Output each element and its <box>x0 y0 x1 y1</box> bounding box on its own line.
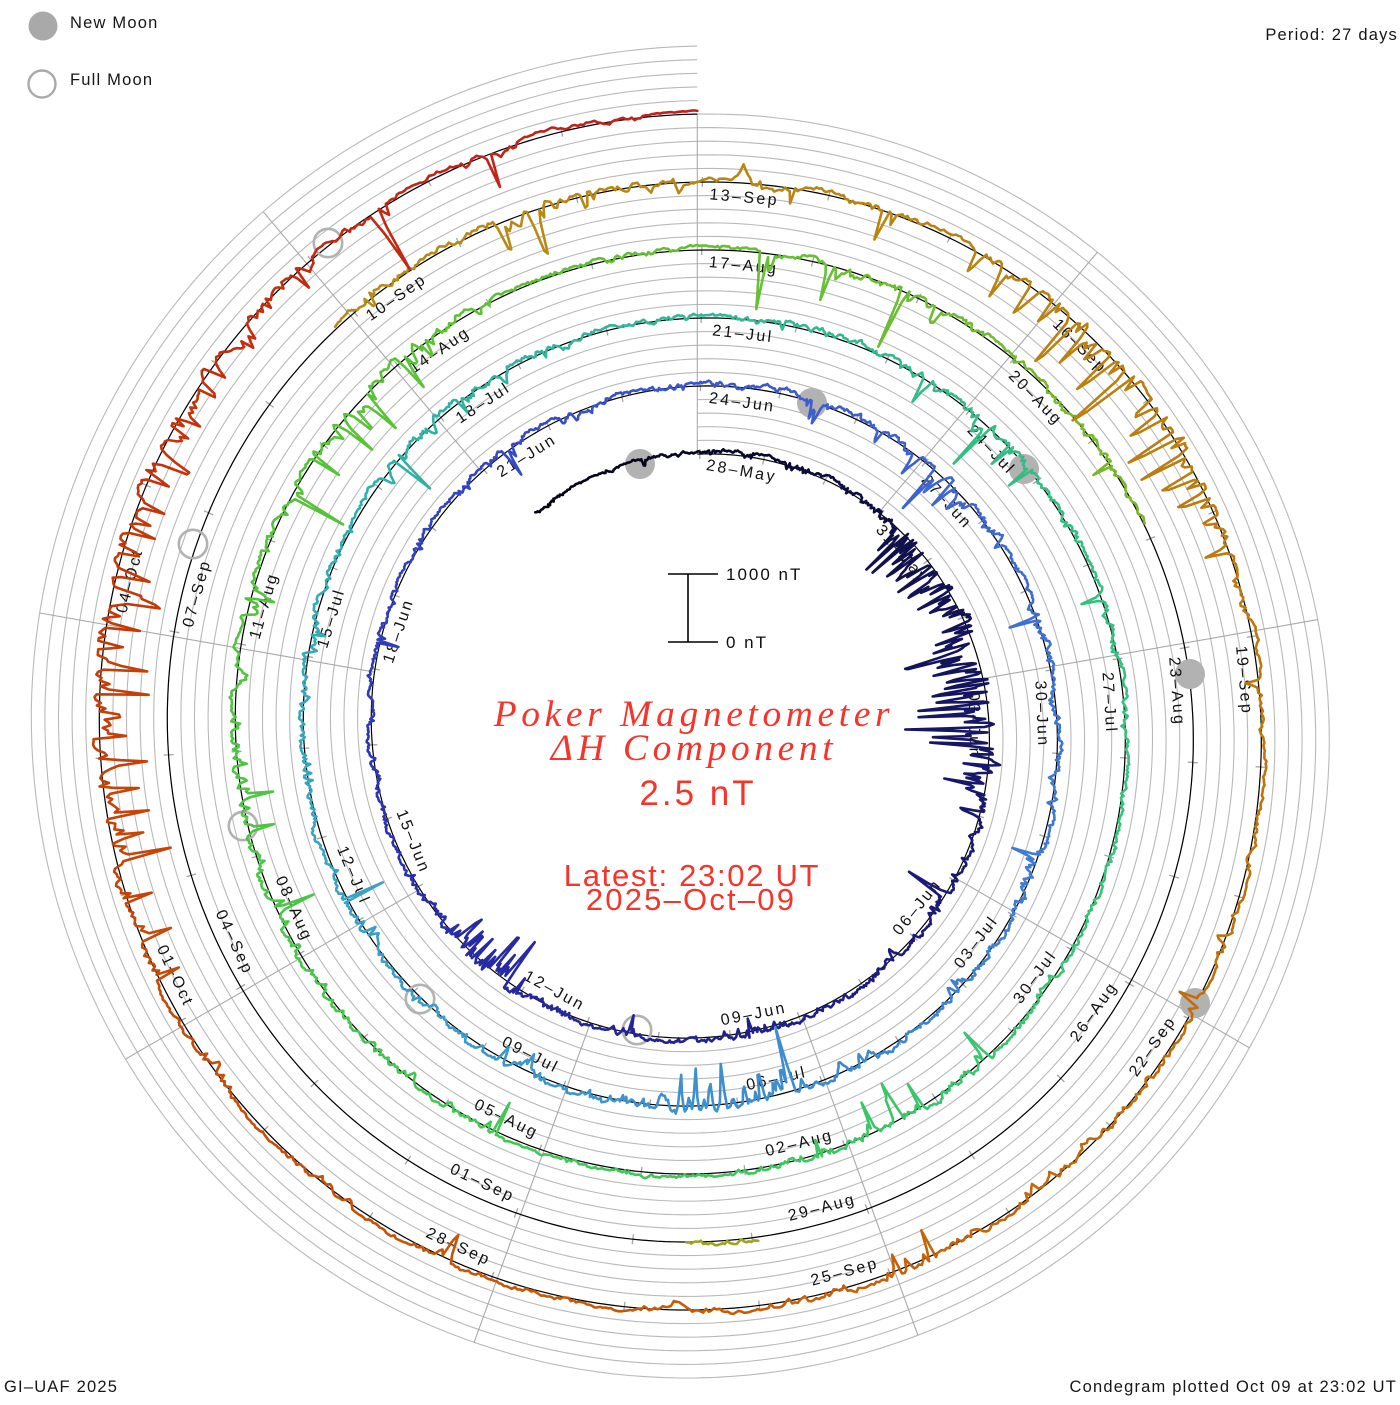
svg-text:ΔH Component: ΔH Component <box>549 728 838 769</box>
svg-text:2025–Oct–09: 2025–Oct–09 <box>586 882 796 917</box>
svg-text:New Moon: New Moon <box>70 14 158 32</box>
svg-text:19–Sep: 19–Sep <box>1232 645 1255 716</box>
svg-text:21–Jul: 21–Jul <box>711 322 774 346</box>
svg-text:GI–UAF 2025: GI–UAF 2025 <box>4 1378 118 1396</box>
svg-text:27–Jul: 27–Jul <box>1098 672 1119 735</box>
svg-text:Latest: 23:02 UT: Latest: 23:02 UT <box>564 858 820 893</box>
svg-text:0 nT: 0 nT <box>726 633 768 652</box>
svg-text:17–Aug: 17–Aug <box>708 254 779 278</box>
svg-text:13–Sep: 13–Sep <box>709 186 780 209</box>
svg-text:Period: 27 days: Period: 27 days <box>1265 26 1398 44</box>
svg-text:23–Aug: 23–Aug <box>1165 656 1187 727</box>
svg-text:2.5 nT: 2.5 nT <box>639 774 756 813</box>
svg-text:Condegram plotted Oct 09 at 23: Condegram plotted Oct 09 at 23:02 UT <box>1069 1378 1397 1396</box>
svg-text:1000 nT: 1000 nT <box>726 565 802 584</box>
svg-text:Poker Magnetometer: Poker Magnetometer <box>493 694 894 735</box>
svg-text:30–Jun: 30–Jun <box>1031 680 1051 748</box>
svg-text:Full Moon: Full Moon <box>70 71 153 89</box>
